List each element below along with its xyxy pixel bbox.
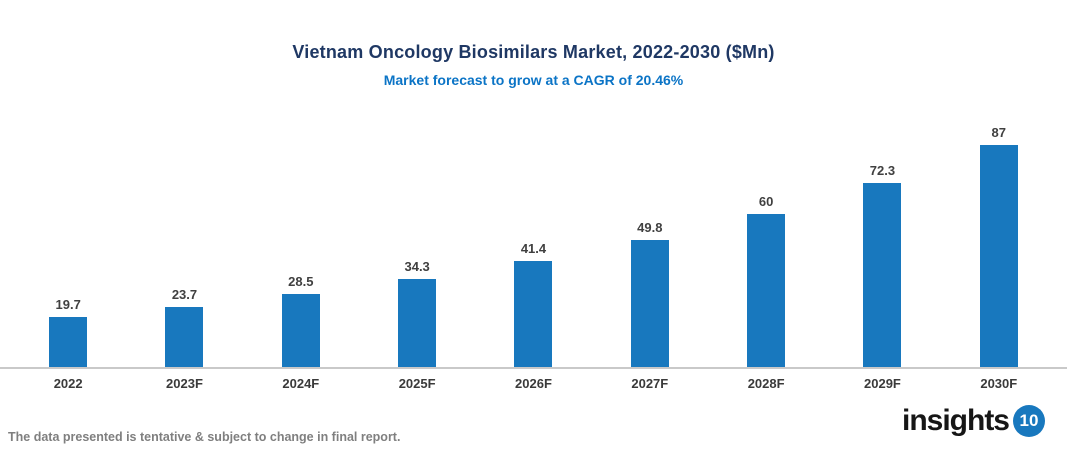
chart-subtitle: Market forecast to grow at a CAGR of 20.… <box>383 72 684 88</box>
category-label: 2028F <box>747 376 785 391</box>
bar <box>281 294 320 367</box>
bar-value-label: 34.3 <box>404 259 430 274</box>
insights10-logo: insights 10 <box>902 404 1045 438</box>
category-label: 2022 <box>53 376 83 391</box>
bar-column: 28.5 <box>243 274 359 367</box>
x-axis-line <box>0 367 1067 369</box>
bar <box>979 145 1018 367</box>
logo-wordmark: insights <box>901 404 1010 437</box>
bar-column: 49.8 <box>592 220 708 367</box>
chart-title: Vietnam Oncology Biosimilars Market, 202… <box>292 42 775 62</box>
bar-column: 23.7 <box>126 287 242 367</box>
bar-value-label: 87 <box>991 125 1007 140</box>
bar <box>165 307 204 367</box>
bar-value-label: 60 <box>758 194 774 209</box>
bar-column: 19.7 <box>10 297 126 367</box>
category-label: 2027F <box>631 376 669 391</box>
bar-value-label: 23.7 <box>171 287 198 302</box>
bar-value-label: 41.4 <box>520 241 547 256</box>
bar <box>49 317 88 367</box>
bar-column: 41.4 <box>475 241 591 367</box>
bar <box>514 261 553 367</box>
bar <box>398 279 437 367</box>
category-label: 2023F <box>166 376 203 391</box>
category-label: 2024F <box>282 376 320 391</box>
category-label: 2026F <box>515 376 552 391</box>
bar-column: 72.3 <box>824 163 940 367</box>
bar <box>863 183 902 367</box>
category-label: 2030F <box>980 376 1018 391</box>
category-label: 2029F <box>864 376 901 391</box>
category-label: 2025F <box>398 376 436 391</box>
bar-value-label: 28.5 <box>288 274 314 289</box>
bar-column: 34.3 <box>359 259 475 367</box>
category-axis: 2022 2023F 2024F 2025F 2026F 2027F 2028F 2029F 2… <box>0 376 1067 391</box>
bar-value-label: 19.7 <box>55 297 81 312</box>
bar-column: 87 <box>941 125 1057 367</box>
bar-chart: 19.7 23.7 28.5 34.3 41.4 49.8 60 72.3 87 <box>0 125 1067 367</box>
bar-column: 60 <box>708 194 824 367</box>
logo-badge-icon: 10 <box>1013 405 1045 437</box>
bar <box>630 240 669 367</box>
disclaimer-note: The data presented is tentative & subjec… <box>8 430 401 444</box>
bar <box>747 214 786 367</box>
bar-value-label: 49.8 <box>637 220 663 235</box>
bar-value-label: 72.3 <box>869 163 896 178</box>
